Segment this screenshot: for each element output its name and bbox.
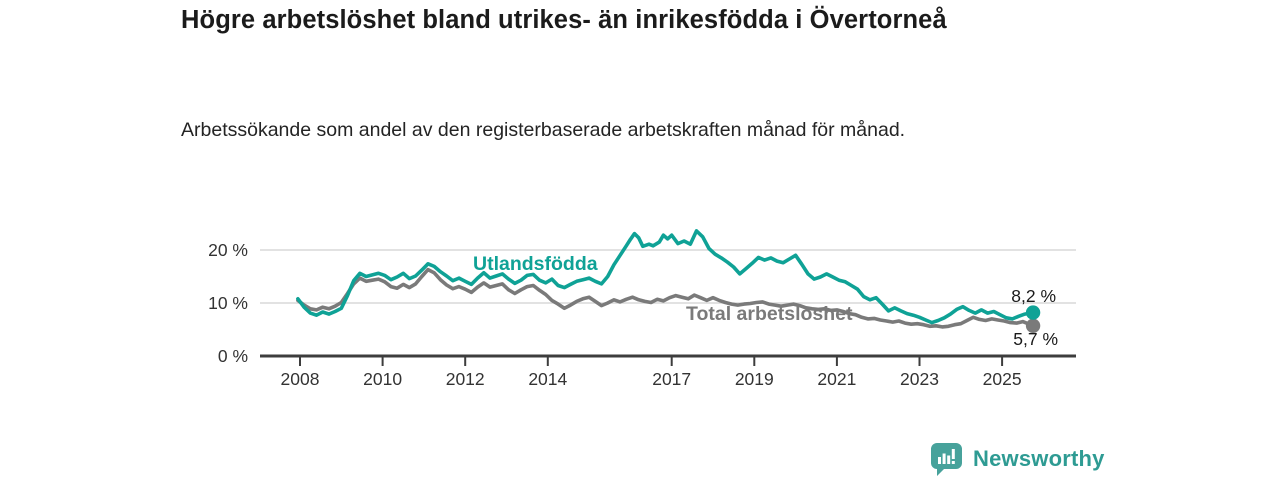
x-tick-label: 2025 bbox=[983, 369, 1022, 389]
newsworthy-logo: Newsworthy bbox=[930, 442, 1105, 476]
newsworthy-icon bbox=[931, 443, 962, 476]
x-tick-label: 2021 bbox=[817, 369, 856, 389]
y-tick-label: 20 % bbox=[208, 240, 248, 260]
series-end-dot bbox=[1025, 318, 1041, 333]
series-inline-label: Total arbetslöshet bbox=[686, 303, 853, 325]
x-tick-label: 2019 bbox=[735, 369, 774, 389]
series-end-value-label: 8,2 % bbox=[1011, 286, 1056, 306]
series-line-utlandsfodda bbox=[296, 229, 1035, 325]
chart-title: Högre arbetslöshet bland utrikes- än inr… bbox=[181, 6, 947, 34]
x-tick-label: 2014 bbox=[528, 369, 567, 389]
series-line-total bbox=[296, 267, 1035, 329]
chart-subtitle: Arbetssökande som andel av den registerb… bbox=[181, 119, 906, 141]
x-tick-label: 2008 bbox=[281, 369, 320, 389]
series-inline-label: Utlandsfödda bbox=[473, 253, 598, 275]
x-tick-label: 2010 bbox=[363, 369, 402, 389]
x-tick-label: 2023 bbox=[900, 369, 939, 389]
x-tick-label: 2012 bbox=[446, 369, 485, 389]
x-tick-label: 2017 bbox=[652, 369, 691, 389]
y-tick-label: 10 % bbox=[208, 293, 248, 313]
y-tick-label: 0 % bbox=[218, 346, 248, 366]
series-end-value-label: 5,7 % bbox=[1013, 329, 1058, 349]
series-end-dot bbox=[1025, 305, 1041, 320]
newsworthy-wordmark: Newsworthy bbox=[973, 446, 1105, 471]
